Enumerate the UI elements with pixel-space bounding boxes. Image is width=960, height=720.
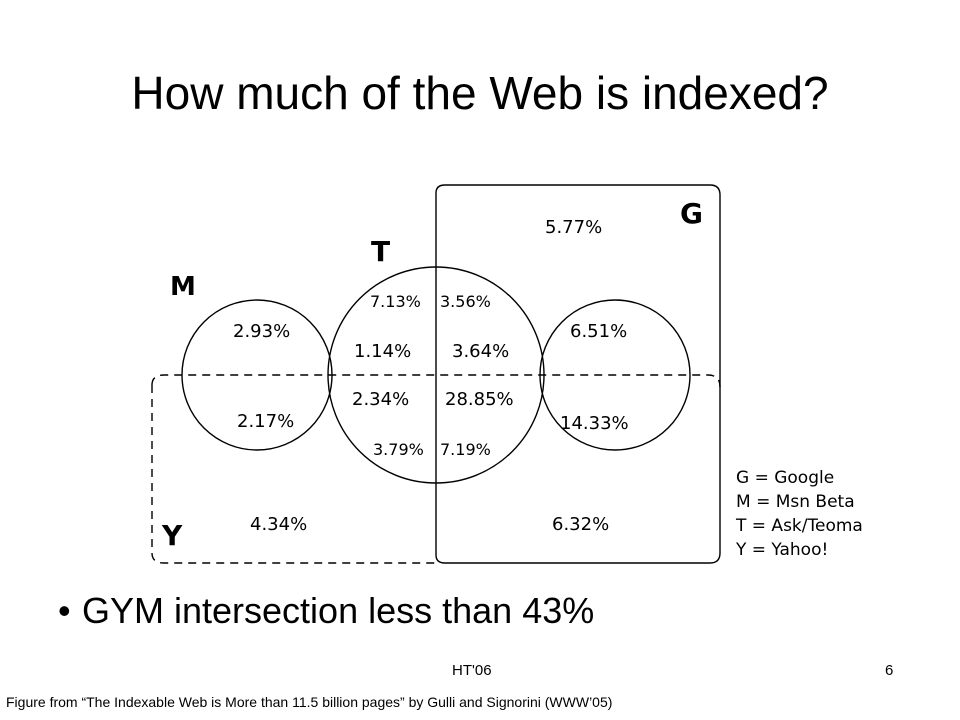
bullet-text: GYM intersection less than 43%: [82, 590, 595, 631]
set-g-rect: [435, 184, 721, 564]
region-tg: 3.64%: [452, 341, 509, 362]
label-t: T: [371, 235, 390, 268]
region-gy-only: 6.32%: [552, 514, 609, 535]
legend-yahoo: Y = Yahoo!: [735, 540, 828, 560]
region-gm-top: 6.51%: [570, 321, 627, 342]
venn-diagram: G T M Y 5.77% 7.13% 3.56% 2.93% 1.14% 3.…: [140, 175, 900, 575]
label-y: Y: [161, 519, 183, 552]
bullet-point: • GYM intersection less than 43%: [58, 590, 594, 632]
slide-title: How much of the Web is indexed?: [131, 67, 829, 119]
region-m-only-top: 2.93%: [233, 321, 290, 342]
set-g-circle: [539, 299, 691, 451]
region-y-only: 4.34%: [250, 514, 307, 535]
label-g: G: [680, 197, 703, 230]
legend-teoma: T = Ask/Teoma: [735, 516, 863, 536]
label-m: M: [170, 272, 196, 302]
set-t-circle: [327, 266, 545, 484]
region-t-bottom-right: 7.19%: [440, 440, 491, 459]
set-m-circle: [181, 299, 333, 451]
figure-caption: Figure from “The Indexable Web is More t…: [6, 694, 613, 710]
venn-svg: G T M Y 5.77% 7.13% 3.56% 2.93% 1.14% 3.…: [151, 184, 863, 564]
region-g-only: 5.77%: [545, 217, 602, 238]
bullet-icon: •: [58, 590, 71, 631]
region-tm: 1.14%: [354, 341, 411, 362]
region-tmg-right: 3.56%: [440, 292, 491, 311]
page-number: 6: [885, 662, 894, 679]
legend-msn: M = Msn Beta: [736, 492, 855, 512]
footer-conference: HT'06: [452, 662, 492, 679]
region-my: 2.17%: [237, 411, 294, 432]
legend-google: G = Google: [736, 468, 834, 488]
set-y-rect: [151, 374, 721, 564]
region-gy: 14.33%: [560, 413, 629, 434]
region-ty-left: 2.34%: [352, 389, 409, 410]
region-t-bottom-left: 3.79%: [373, 440, 424, 459]
region-ty-right: 28.85%: [445, 389, 514, 410]
region-tmg-left: 7.13%: [370, 292, 421, 311]
